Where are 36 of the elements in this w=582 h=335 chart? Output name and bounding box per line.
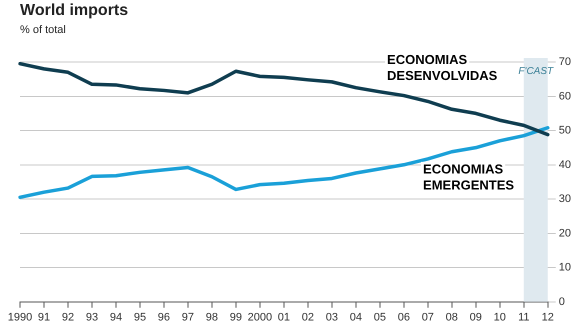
x-tick-label: 92 xyxy=(62,311,74,324)
x-tick-label: 06 xyxy=(398,311,410,324)
x-tick-label: 05 xyxy=(374,311,386,324)
x-tick-label: 2000 xyxy=(248,311,272,324)
series-label: ECONOMIAS DESENVOLVIDAS xyxy=(387,52,498,83)
y-tick-label: 70 xyxy=(558,56,572,68)
y-tick-label: 20 xyxy=(558,227,572,240)
chart-title: World imports xyxy=(20,2,128,20)
x-tick-label: 02 xyxy=(302,311,314,324)
x-tick-label: 91 xyxy=(38,311,50,324)
y-tick-label: 0 xyxy=(558,296,565,308)
x-tick-label: 93 xyxy=(86,311,98,324)
x-tick-label: 1990 xyxy=(8,311,32,324)
x-tick-label: 96 xyxy=(158,311,170,324)
y-tick-label: 50 xyxy=(558,124,572,137)
y-tick-label: 10 xyxy=(558,262,572,274)
series-label: ECONOMIAS EMERGENTES xyxy=(423,161,514,192)
x-tick-label: 98 xyxy=(206,311,218,324)
band-label: F'CAST xyxy=(518,66,554,77)
y-tick-label: 40 xyxy=(558,158,572,171)
chart-subtitle: % of total xyxy=(20,24,66,36)
x-tick-label: 08 xyxy=(446,311,458,324)
x-tick-label: 04 xyxy=(350,311,362,324)
y-tick-label: 60 xyxy=(558,90,572,102)
x-tick-label: 03 xyxy=(326,311,338,324)
x-tick-label: 12 xyxy=(542,311,554,324)
x-tick-label: 10 xyxy=(494,311,506,324)
x-tick-label: 97 xyxy=(182,311,194,324)
x-tick-label: 11 xyxy=(518,311,530,324)
x-tick-label: 94 xyxy=(110,311,122,324)
x-tick-label: 09 xyxy=(470,311,482,324)
x-tick-label: 99 xyxy=(230,311,242,324)
x-tick-label: 01 xyxy=(278,311,290,324)
x-tick-label: 95 xyxy=(134,311,146,324)
x-tick-label: 07 xyxy=(422,311,434,324)
y-tick-label: 30 xyxy=(558,193,572,206)
